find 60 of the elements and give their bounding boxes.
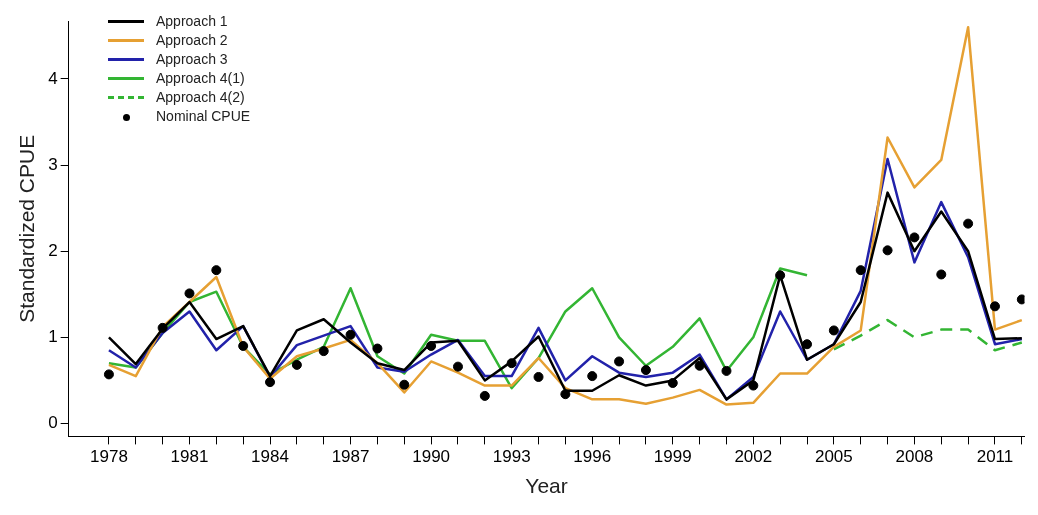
y-tick-label: 3 xyxy=(48,154,58,174)
x-tick-label: 2011 xyxy=(976,447,1014,467)
line-series xyxy=(832,318,1024,352)
point xyxy=(909,232,920,243)
point xyxy=(291,359,302,370)
point xyxy=(184,288,195,299)
point xyxy=(265,377,276,388)
x-tick-label: 1978 xyxy=(90,447,128,467)
point xyxy=(640,365,651,376)
point xyxy=(989,301,1000,312)
point xyxy=(345,329,356,340)
y-tick-label: 1 xyxy=(48,327,58,347)
point xyxy=(694,360,705,371)
x-tick-label: 1981 xyxy=(170,447,209,467)
point xyxy=(614,356,625,367)
point xyxy=(426,340,437,351)
legend-label: Nominal CPUE xyxy=(156,107,251,126)
legend-label: Approach 2 xyxy=(156,31,228,50)
x-axis-title: Year xyxy=(525,474,568,498)
x-tick-label: 2005 xyxy=(814,447,853,467)
point xyxy=(479,390,490,401)
point xyxy=(721,365,732,376)
point xyxy=(667,377,678,388)
point xyxy=(506,358,517,369)
point xyxy=(318,346,329,357)
x-tick-label: 1999 xyxy=(653,447,692,467)
point xyxy=(802,339,813,350)
y-axis-title: Standardized CPUE xyxy=(15,134,39,323)
point xyxy=(882,245,893,256)
x-tick-label: 1987 xyxy=(331,447,370,467)
point xyxy=(855,265,866,276)
point xyxy=(103,369,114,380)
point xyxy=(452,361,463,372)
y-tick-label: 0 xyxy=(48,413,58,433)
point xyxy=(238,340,249,351)
legend-label: Approach 4(2) xyxy=(156,88,245,107)
point xyxy=(372,343,383,354)
x-tick-label: 1993 xyxy=(492,447,531,467)
x-tick-label: 2008 xyxy=(895,447,934,467)
point xyxy=(1016,294,1025,305)
x-tick-label: 1990 xyxy=(412,447,451,467)
legend-label: Approach 3 xyxy=(156,50,228,69)
point xyxy=(560,389,571,400)
legend-label: Approach 1 xyxy=(156,12,228,31)
point xyxy=(211,265,222,276)
legend-label: Approach 4(1) xyxy=(156,69,245,88)
point xyxy=(828,325,839,336)
x-tick-label: 1984 xyxy=(251,447,289,467)
point xyxy=(399,379,410,390)
y-tick-label: 2 xyxy=(48,240,58,260)
point xyxy=(587,371,598,382)
point xyxy=(748,380,759,391)
point xyxy=(936,269,947,280)
point xyxy=(775,270,786,281)
y-tick-label: 4 xyxy=(48,68,58,88)
point xyxy=(963,218,974,229)
x-tick-label: 1996 xyxy=(573,447,612,467)
x-tick-label: 2002 xyxy=(734,447,773,467)
point xyxy=(533,371,544,382)
point xyxy=(157,322,168,333)
